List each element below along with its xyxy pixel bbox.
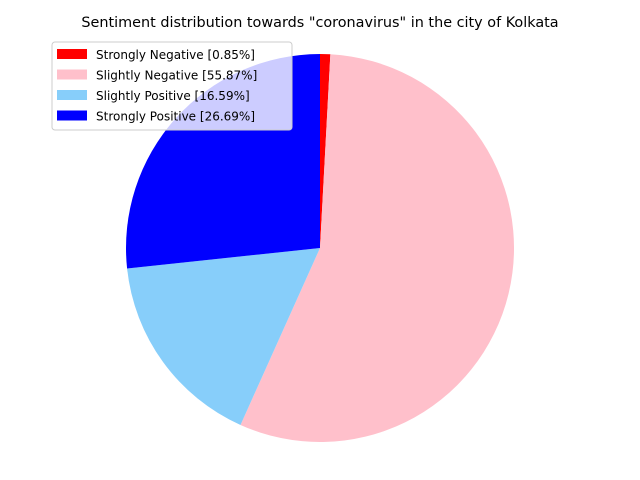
legend-label-3: Strongly Positive [26.69%] [96, 110, 255, 124]
legend-swatch-1 [57, 69, 87, 80]
legend-swatch-3 [57, 110, 87, 121]
legend-label-1: Slightly Negative [55.87%] [96, 69, 257, 83]
pie-slice-2 [127, 248, 320, 425]
legend-label-0: Strongly Negative [0.85%] [96, 48, 255, 62]
legend: Strongly Negative [0.85%] Slightly Negati… [51, 41, 293, 131]
pie-slice-0 [320, 54, 331, 248]
legend-swatch-2 [57, 90, 87, 100]
legend-label-2: Slightly Positive [16.59%] [96, 89, 250, 103]
chart-title: Sentiment distribution towards "coronavi… [81, 15, 558, 31]
legend-swatch-0 [57, 49, 87, 59]
pie-slice-1 [240, 54, 515, 443]
legend-items: Strongly Negative [0.85%] Slightly Negati… [57, 48, 257, 124]
legend-frame [51, 41, 293, 131]
